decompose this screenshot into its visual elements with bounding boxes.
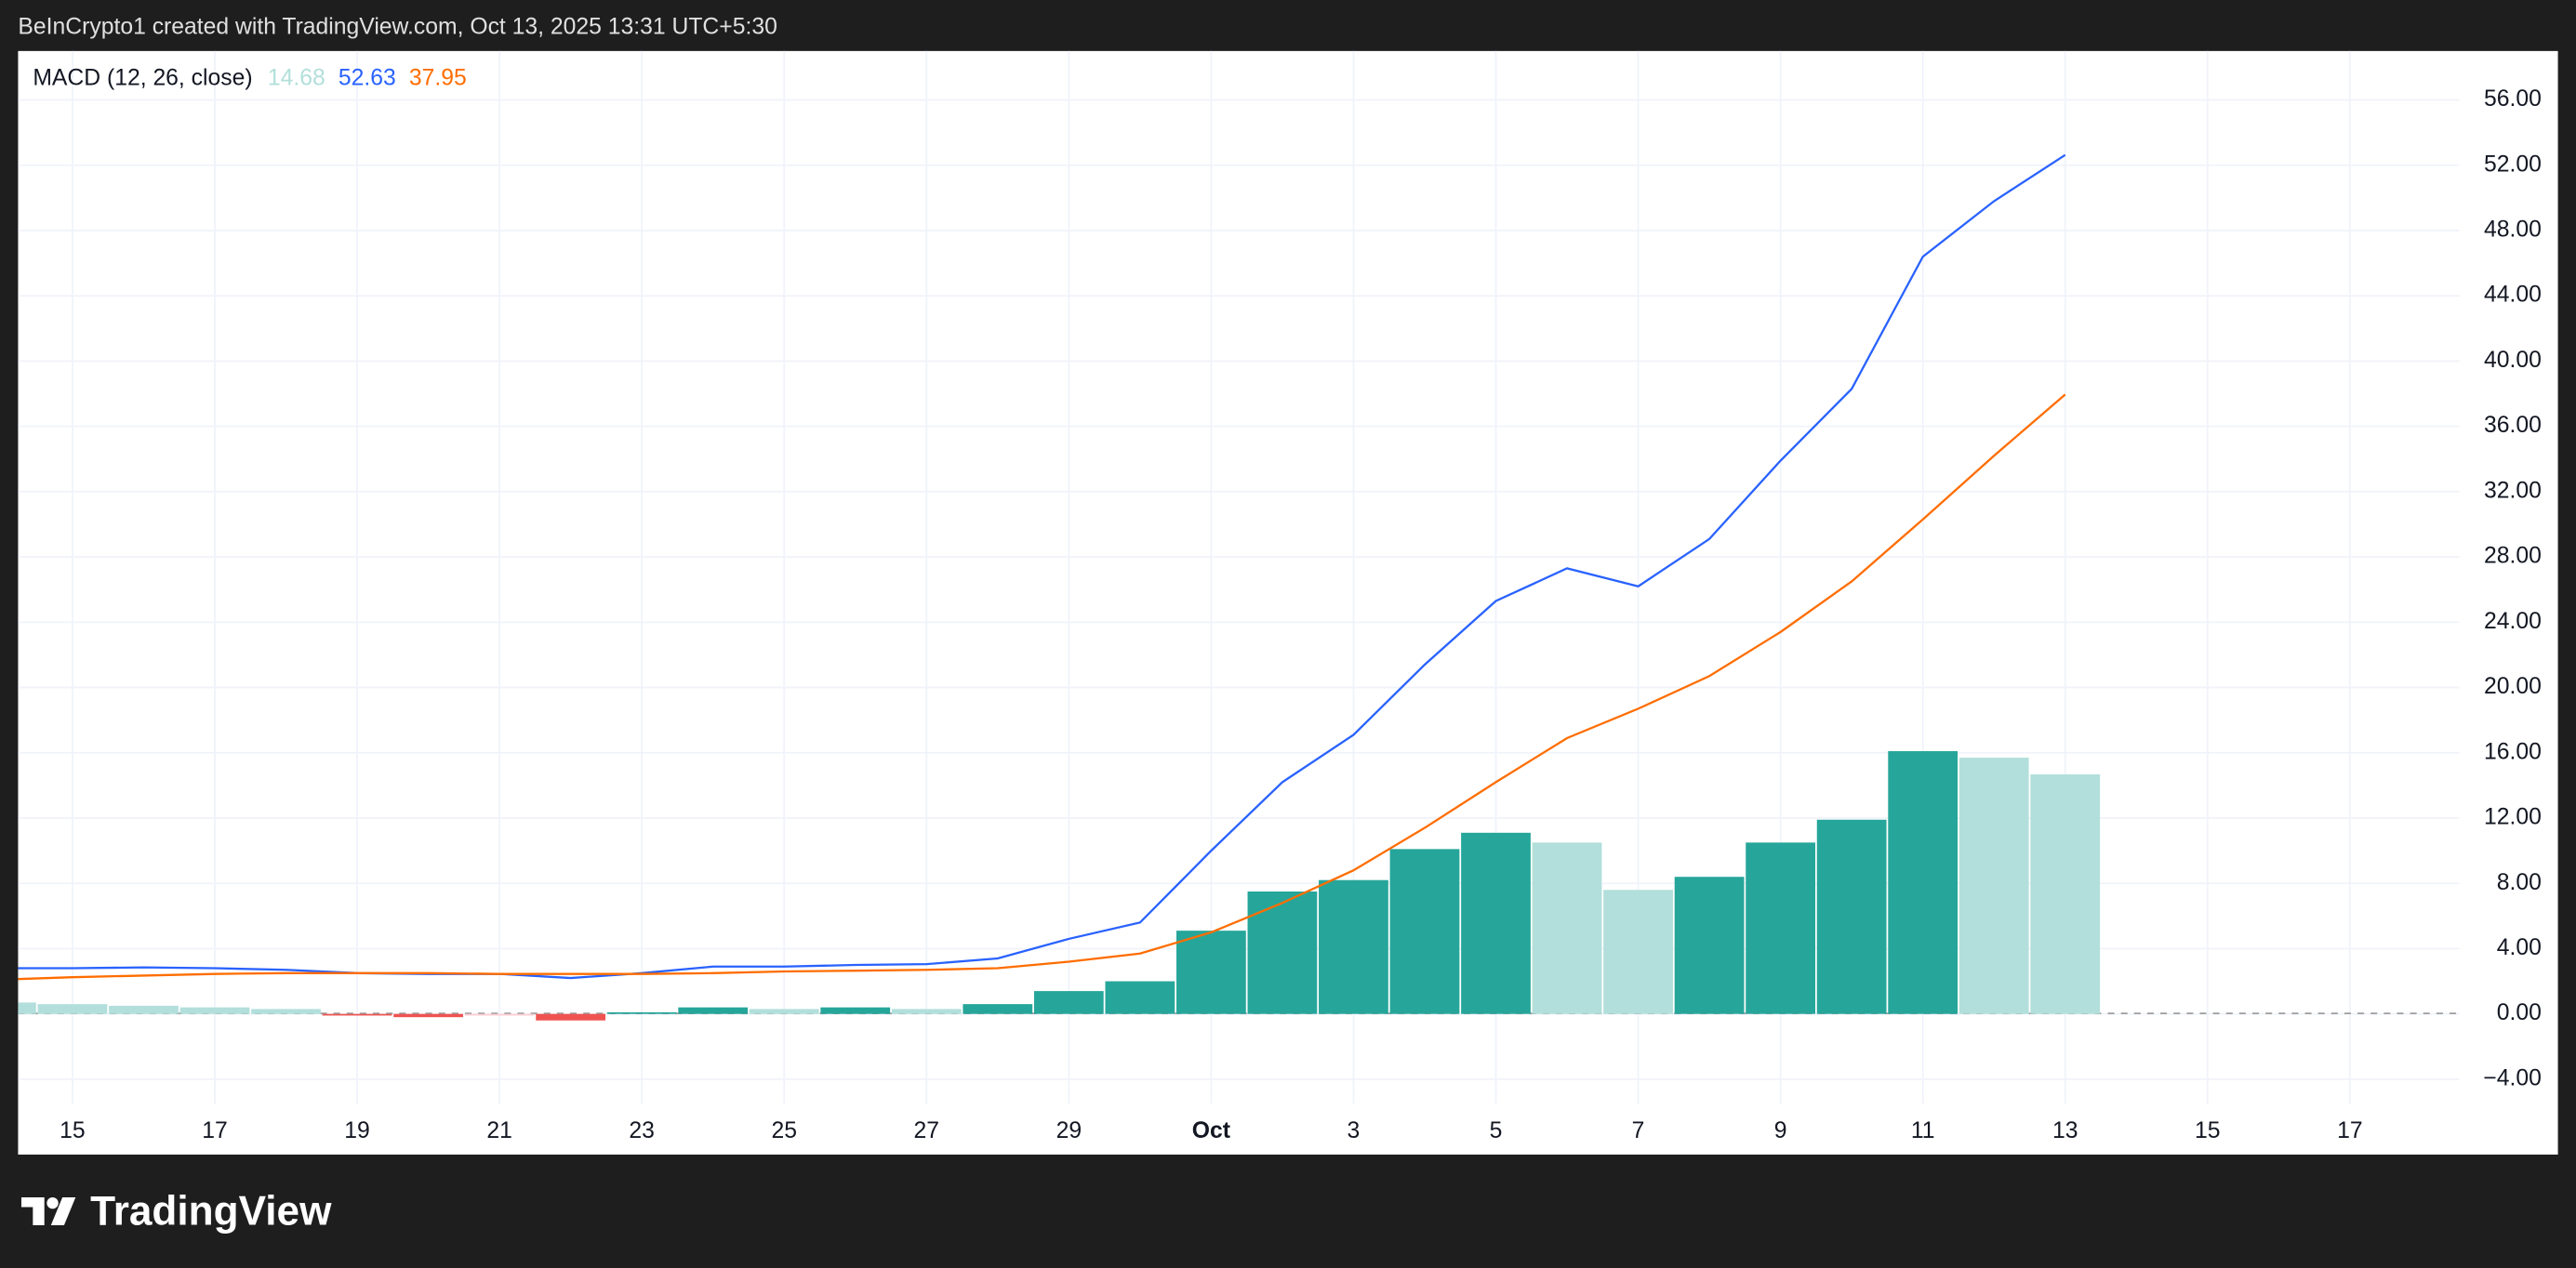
histogram-bar	[891, 1009, 962, 1014]
histogram-bar	[1247, 892, 1318, 1014]
y-tick-label: 16.00	[2484, 739, 2542, 764]
histogram-bar	[322, 1013, 392, 1016]
legend: MACD (12, 26, close) 14.68 52.63 37.95	[33, 65, 466, 90]
y-tick-label: 36.00	[2484, 413, 2542, 438]
y-tick-label: 32.00	[2484, 478, 2542, 503]
histogram-bar	[963, 1004, 1033, 1014]
histogram-bar	[1461, 832, 1531, 1014]
y-tick-label: 44.00	[2484, 283, 2542, 308]
x-tick-label: 13	[2052, 1118, 2078, 1143]
histogram-bar	[1674, 877, 1745, 1014]
histogram-bar	[2030, 773, 2101, 1014]
logo-text: TradingView	[90, 1188, 332, 1234]
y-tick-label: 8.00	[2497, 870, 2542, 895]
histogram-bar	[1959, 758, 2029, 1014]
indicator-label: MACD (12, 26, close)	[33, 65, 252, 90]
legend-value: 52.63	[339, 65, 396, 90]
histogram-bar	[18, 1002, 36, 1014]
y-tick-label: 24.00	[2484, 609, 2542, 634]
grid	[18, 50, 2460, 1104]
x-tick-label: 5	[1490, 1118, 1503, 1143]
x-tick-label: 29	[1056, 1118, 1082, 1143]
x-tick-label: 19	[344, 1118, 370, 1143]
line-2	[18, 393, 2066, 981]
histogram-bar	[606, 1011, 677, 1014]
histogram-bar	[1389, 849, 1460, 1014]
header: BeInCrypto1 created with TradingView.com…	[18, 15, 777, 40]
x-tick-label: 17	[2337, 1118, 2363, 1143]
y-tick-label: −4.00	[2483, 1065, 2542, 1090]
histogram-bar	[1176, 931, 1246, 1014]
y-tick-label: 48.00	[2484, 218, 2542, 243]
histogram-bar	[1888, 751, 1959, 1014]
histogram-bar	[1033, 991, 1104, 1014]
axes: −4.00 0.00 4.00 8.00 12.00 16.00 20.00 24.00 28.…	[60, 86, 2542, 1143]
x-tick-label: Oct	[1192, 1118, 1230, 1143]
x-tick-label: 7	[1632, 1118, 1645, 1143]
y-tick-label: 0.00	[2497, 1000, 2542, 1025]
y-tick-label: 40.00	[2484, 348, 2542, 373]
histogram-bar	[536, 1013, 606, 1021]
histogram-bar	[1603, 890, 1673, 1014]
histogram-bar	[464, 1013, 535, 1016]
legend-value: 37.95	[409, 65, 467, 90]
x-tick-label: 11	[1911, 1118, 1935, 1143]
histogram-bar	[1105, 981, 1175, 1014]
y-tick-label: 20.00	[2484, 674, 2542, 699]
x-tick-label: 15	[60, 1118, 85, 1143]
x-tick-label: 25	[771, 1118, 796, 1143]
x-tick-label: 23	[629, 1118, 655, 1143]
plot	[18, 153, 2101, 1021]
x-tick-label: 9	[1774, 1118, 1787, 1143]
histogram-bar	[251, 1009, 321, 1014]
histogram-bar	[1532, 842, 1602, 1014]
x-tick-label: 21	[486, 1118, 512, 1143]
x-tick-label: 3	[1348, 1118, 1361, 1143]
histogram-bar	[1319, 879, 1388, 1014]
histogram-bar	[749, 1009, 819, 1014]
y-tick-label: 4.00	[2497, 935, 2542, 960]
y-tick-label: 28.00	[2484, 544, 2542, 569]
x-tick-label: 17	[202, 1118, 228, 1143]
histogram-bar	[1746, 842, 1816, 1014]
histogram-bar	[393, 1013, 463, 1018]
histogram-bar	[37, 1004, 108, 1014]
y-tick-label: 52.00	[2484, 152, 2542, 177]
y-tick-label: 12.00	[2484, 805, 2542, 830]
histogram-bar	[820, 1007, 891, 1014]
histogram-bar	[179, 1007, 250, 1014]
histogram-bar	[1816, 819, 1887, 1014]
histogram-bar	[109, 1005, 179, 1014]
y-tick-label: 56.00	[2484, 86, 2542, 112]
logo-icon	[20, 1196, 76, 1225]
legend-value: 14.68	[268, 65, 325, 90]
x-tick-label: 27	[914, 1118, 940, 1143]
histogram-bar	[678, 1007, 749, 1014]
x-tick-label: 15	[2195, 1118, 2221, 1143]
